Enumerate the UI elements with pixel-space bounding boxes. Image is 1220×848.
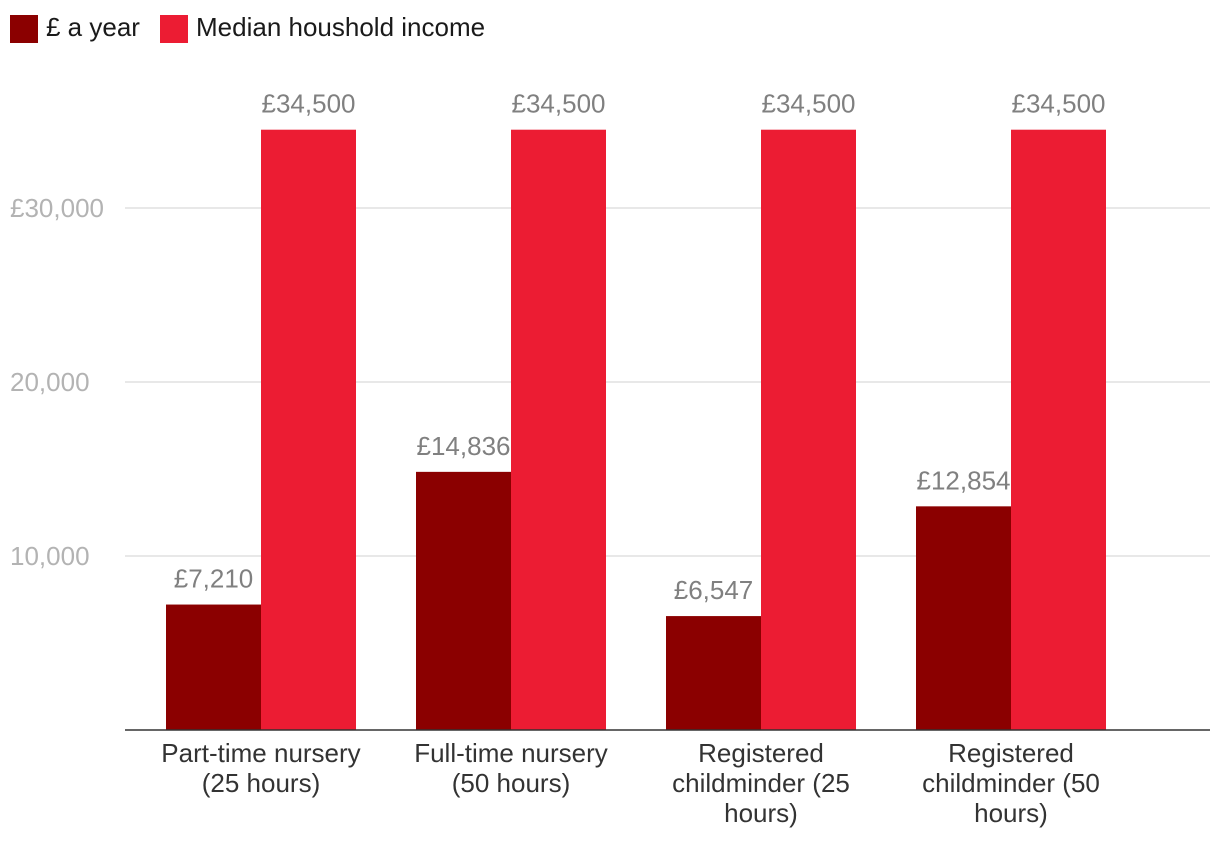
y-tick-label: 20,000 [10, 367, 90, 397]
legend-label-series-2: Median houshold income [196, 12, 485, 42]
x-category-label: childminder (25 [672, 768, 850, 798]
y-axis-ticks: 10,000 20,000 £30,000 [10, 193, 104, 571]
data-label: £34,500 [262, 89, 356, 119]
x-category-label: (50 hours) [452, 768, 571, 798]
y-tick-label: £30,000 [10, 193, 104, 223]
x-category-label: Part-time nursery [161, 738, 360, 768]
x-category-label: Registered [698, 738, 824, 768]
x-category-label: hours) [974, 798, 1048, 828]
data-label: £6,547 [674, 575, 754, 605]
legend: £ a year Median houshold income [10, 12, 485, 43]
bar-series-2 [511, 129, 606, 730]
bar-series-2 [1011, 129, 1106, 730]
legend-swatch-series-1 [10, 15, 38, 43]
bar-series-1 [916, 506, 1011, 730]
x-category-label: Registered [948, 738, 1074, 768]
legend-swatch-series-2 [160, 15, 188, 43]
data-label: £7,210 [174, 564, 254, 594]
data-label: £14,836 [417, 431, 511, 461]
data-label: £34,500 [512, 89, 606, 119]
legend-label-series-1: £ a year [46, 12, 140, 42]
bar-series-2 [261, 129, 356, 730]
bar-series-1 [416, 471, 511, 730]
bars [166, 129, 1106, 730]
bar-series-2 [761, 129, 856, 730]
value-labels: £7,210 £34,500 £14,836 £34,500 £6,547 £34,500… [174, 89, 1106, 605]
data-label: £34,500 [1012, 89, 1106, 119]
data-label: £34,500 [762, 89, 856, 119]
data-label: £12,854 [917, 465, 1011, 495]
y-tick-label: 10,000 [10, 541, 90, 571]
x-category-label: childminder (50 [922, 768, 1100, 798]
category-labels: Part-time nursery(25 hours) Full-time nur… [161, 738, 1100, 828]
x-category-label: Full-time nursery [414, 738, 608, 768]
x-category-label: (25 hours) [202, 768, 321, 798]
bar-series-1 [666, 616, 761, 730]
x-category-label: hours) [724, 798, 798, 828]
bar-series-1 [166, 604, 261, 730]
